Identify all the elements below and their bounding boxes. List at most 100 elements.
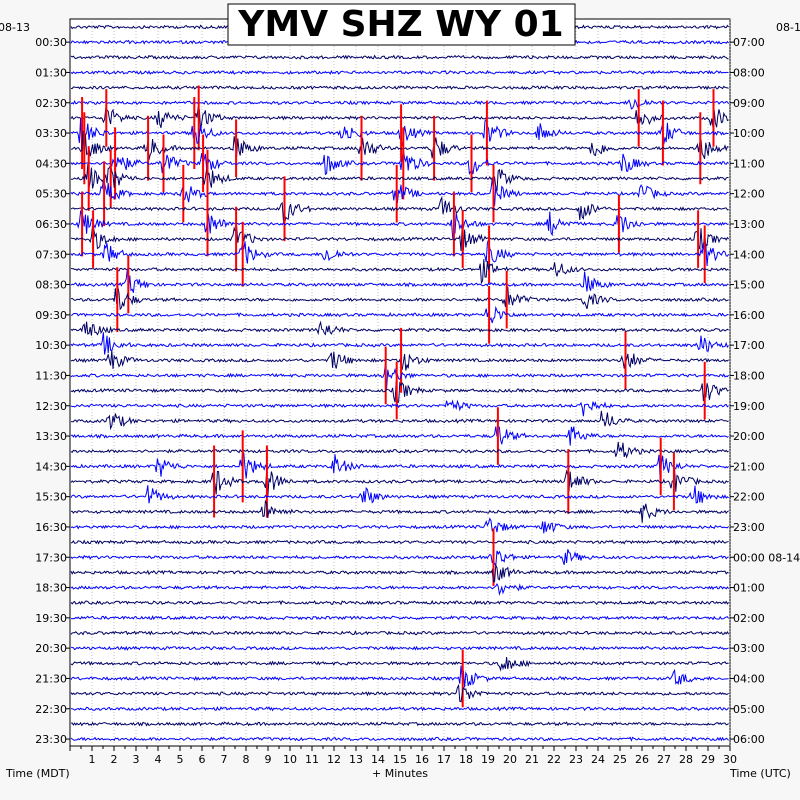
- trace-row: [70, 615, 730, 621]
- minute-tick-label: 19: [481, 753, 495, 766]
- trace-row: [70, 665, 729, 688]
- left-time-label: 12:30: [35, 400, 67, 413]
- right-time-label: 18:00: [733, 369, 765, 382]
- minute-tick-label: 14: [371, 753, 385, 766]
- right-time-label: 17:00: [733, 339, 765, 352]
- right-time-label: 14:00: [733, 248, 765, 261]
- date-left: 08-13: [0, 21, 30, 34]
- trace-row: [70, 517, 729, 534]
- trace-row: [70, 599, 729, 606]
- minute-tick-label: 22: [547, 753, 561, 766]
- trace-row: [70, 645, 729, 651]
- minute-tick-label: 8: [243, 753, 250, 766]
- trace-row: [70, 178, 729, 206]
- right-time-label: 13:00: [733, 218, 765, 231]
- minute-tick-label: 10: [283, 753, 297, 766]
- minute-tick-label: 28: [679, 753, 693, 766]
- trace-row: [70, 332, 729, 355]
- minute-gridlines: [91, 19, 731, 746]
- minute-tick-label: 5: [177, 753, 184, 766]
- trace-row: [70, 485, 729, 504]
- left-time-label: 22:30: [35, 703, 67, 716]
- trace-row: [70, 410, 729, 431]
- left-time-label: 00:30: [35, 36, 67, 49]
- left-time-label: 08:30: [35, 279, 67, 292]
- right-time-label: 16:00: [733, 309, 765, 322]
- trace-row: [70, 706, 729, 712]
- left-time-axis: 00:30 01:30 02:30 03:30 04:30 05:30 06:30 07:30…: [35, 36, 70, 746]
- right-time-label: 09:00: [733, 97, 765, 110]
- trace-row: [70, 130, 729, 160]
- left-time-label: 21:30: [35, 672, 67, 685]
- minute-tick-label: 11: [305, 753, 319, 766]
- minute-tick-label: 12: [327, 753, 341, 766]
- trace-row: [70, 452, 729, 482]
- right-time-label: 23:00: [733, 521, 765, 534]
- trace-row: [70, 381, 729, 404]
- minute-tick-label: 3: [133, 753, 140, 766]
- trace-row: [70, 582, 729, 596]
- right-time-label: 02:00: [733, 612, 765, 625]
- left-time-label: 02:30: [35, 97, 67, 110]
- minute-tick-label: 30: [723, 753, 737, 766]
- y-right-label: Time (UTC): [729, 767, 791, 780]
- minute-tick-label: 24: [591, 753, 605, 766]
- right-time-label: 03:00: [733, 642, 765, 655]
- minute-tick-label: 4: [155, 753, 162, 766]
- trace-row: [70, 320, 729, 336]
- trace-row: [70, 564, 729, 583]
- trace-row: [70, 499, 729, 523]
- minute-tick-label: 23: [569, 753, 583, 766]
- minute-tick-label: 17: [437, 753, 451, 766]
- left-time-label: 04:30: [35, 157, 67, 170]
- right-time-label: 04:00: [733, 672, 765, 685]
- minute-tick-label: 16: [415, 753, 429, 766]
- trace-row: [70, 69, 729, 75]
- left-time-label: 16:30: [35, 521, 67, 534]
- left-time-label: 09:30: [35, 309, 67, 322]
- right-time-axis: 07:00 08:00 09:00 10:00 11:00 12:00 13:00 14:00…: [730, 36, 800, 746]
- left-time-label: 19:30: [35, 612, 67, 625]
- left-time-label: 15:30: [35, 491, 67, 504]
- trace-row: [70, 468, 729, 498]
- right-time-label: 07:00: [733, 36, 765, 49]
- trace-row: [70, 305, 729, 324]
- right-time-label: 05:00: [733, 703, 765, 716]
- left-time-label: 05:30: [35, 188, 67, 201]
- minute-tick-label: 6: [199, 753, 206, 766]
- trace-row: [70, 549, 729, 568]
- trace-row: [70, 149, 729, 176]
- trace-row: [70, 424, 729, 446]
- minute-tick-label: 2: [111, 753, 118, 766]
- right-time-label: 15:00: [733, 279, 765, 292]
- trace-row: [70, 441, 729, 459]
- minute-tick-label: 26: [635, 753, 649, 766]
- trace-row: [70, 539, 729, 545]
- left-time-label: 06:30: [35, 218, 67, 231]
- trace-row: [70, 364, 729, 389]
- left-time-label: 13:30: [35, 430, 67, 443]
- minute-tick-label: 21: [525, 753, 539, 766]
- minute-tick-label: 15: [393, 753, 407, 766]
- minute-tick-label: 7: [221, 753, 228, 766]
- minute-tick-label: 29: [701, 753, 715, 766]
- left-time-label: 18:30: [35, 582, 67, 595]
- left-time-label: 07:30: [35, 248, 67, 261]
- minute-tick-label: 13: [349, 753, 363, 766]
- trace-row: [70, 163, 729, 192]
- chart-title: YMV SHZ WY 01: [237, 4, 563, 45]
- trace-row: [70, 721, 729, 727]
- left-time-label: 10:30: [35, 339, 67, 352]
- trace-row: [70, 350, 729, 371]
- right-time-label: 20:00: [733, 430, 765, 443]
- minute-tick-label: 20: [503, 753, 517, 766]
- trace-row: [70, 656, 729, 672]
- trace-row: [70, 85, 729, 91]
- left-time-label: 17:30: [35, 551, 67, 564]
- trace-row: [70, 106, 729, 131]
- trace-row: [70, 399, 729, 417]
- minute-tick-label: 25: [613, 753, 627, 766]
- minute-tick-label: 27: [657, 753, 671, 766]
- trace-row: [70, 736, 729, 742]
